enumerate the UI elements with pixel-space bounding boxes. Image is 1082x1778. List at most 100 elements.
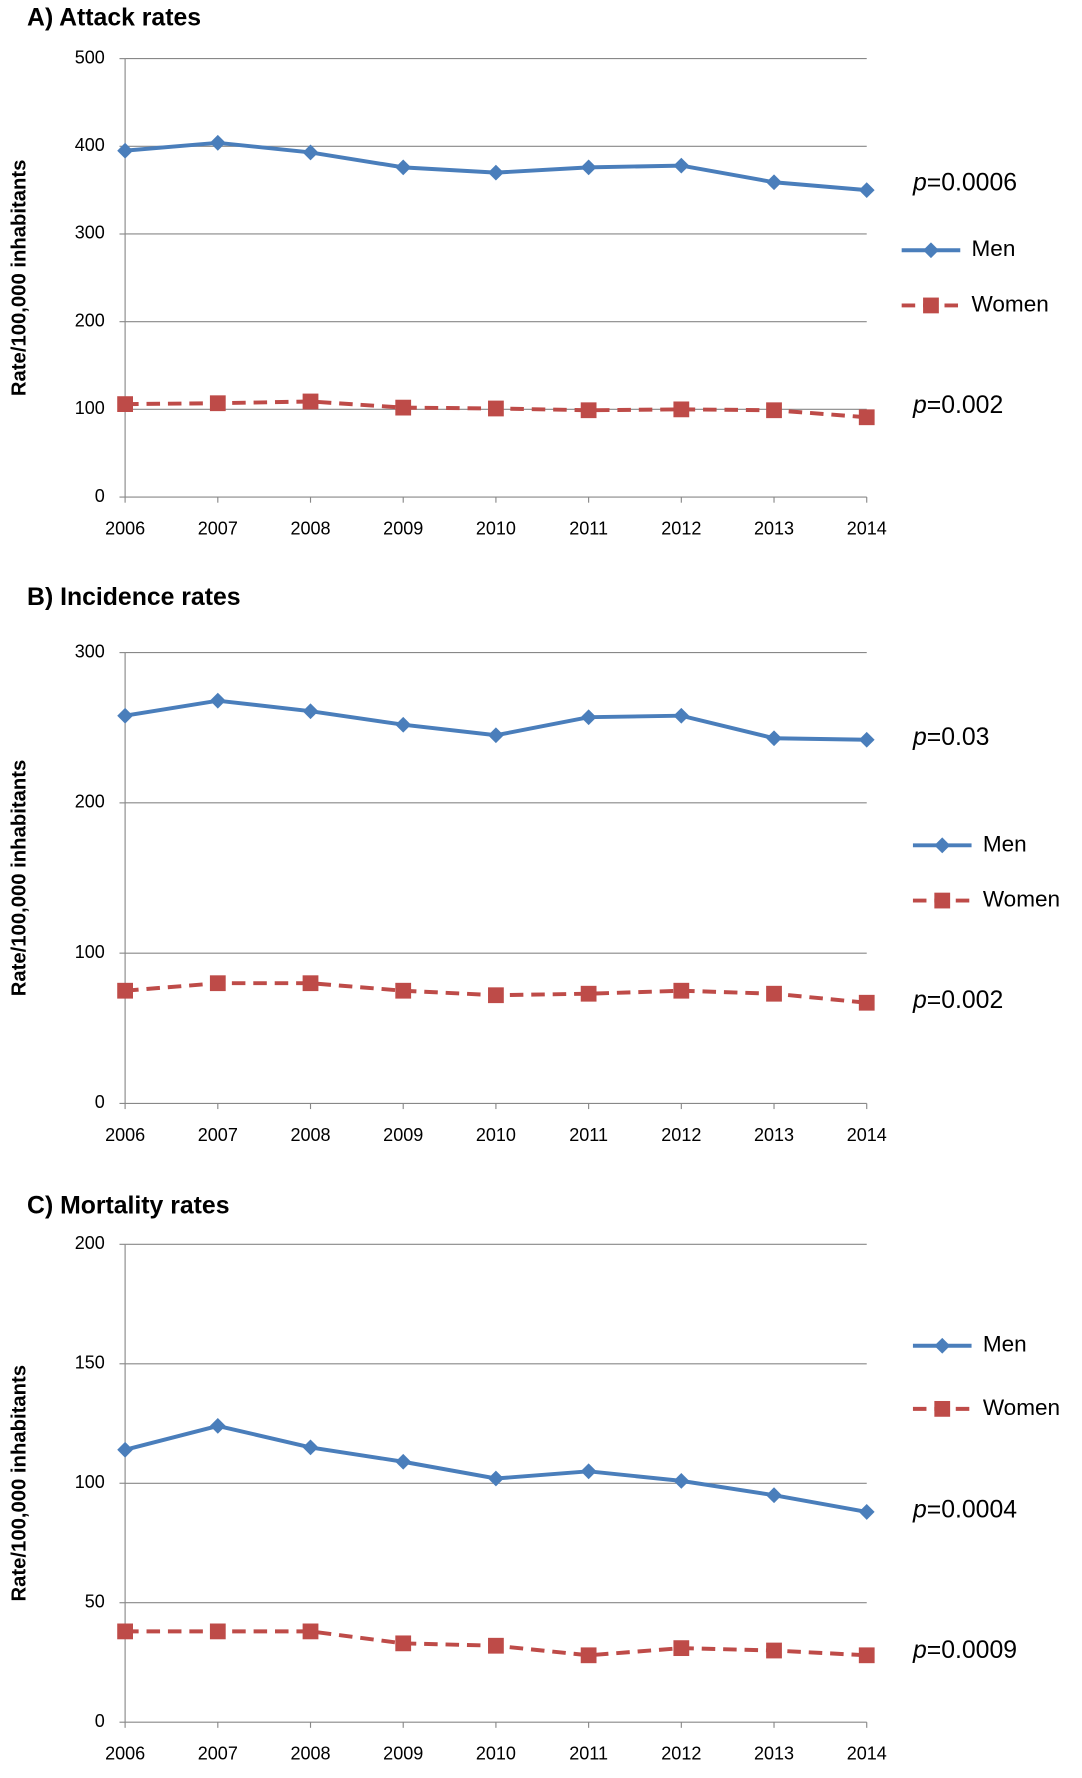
x-tick-label: 2010	[476, 519, 516, 539]
data-point	[488, 1470, 504, 1487]
y-tick-label: 200	[75, 792, 105, 812]
legend-marker	[934, 1400, 951, 1417]
panel-title: B) Incidence rates	[27, 584, 240, 611]
x-tick-label: 2011	[569, 1744, 608, 1764]
data-point	[209, 395, 226, 412]
y-axis-label: Rate/100,000 inhabitants	[9, 1365, 31, 1602]
legend-label: Women	[983, 887, 1060, 912]
legend-marker	[934, 1337, 951, 1354]
data-point	[395, 399, 412, 416]
data-point	[766, 730, 782, 747]
data-point	[766, 402, 782, 419]
p-value-annotation: p=0.03	[912, 724, 990, 751]
p-symbol: p	[912, 169, 927, 196]
x-tick-label: 2007	[198, 1744, 238, 1764]
data-point	[673, 982, 690, 999]
data-point	[580, 709, 597, 726]
x-tick-label: 2010	[476, 1744, 516, 1764]
x-tick-label: 2007	[198, 1125, 238, 1145]
y-tick-label: 150	[75, 1353, 105, 1373]
x-tick-label: 2011	[569, 519, 608, 539]
data-point	[395, 982, 412, 999]
x-tick-label: 2013	[754, 519, 794, 539]
y-tick-label: 0	[95, 1092, 105, 1112]
y-tick-label: 400	[75, 135, 105, 155]
x-tick-label: 2006	[105, 1744, 145, 1764]
p-symbol: p	[912, 1637, 927, 1664]
data-point	[673, 1472, 690, 1489]
data-point	[858, 182, 875, 199]
y-tick-label: 50	[85, 1591, 105, 1611]
data-point	[117, 982, 133, 999]
data-point	[858, 1647, 875, 1664]
p-symbol: p	[912, 1496, 927, 1523]
x-tick-label: 2014	[847, 1125, 887, 1145]
data-point	[117, 1441, 133, 1458]
y-tick-label: 200	[75, 1233, 105, 1253]
p-symbol: p	[912, 391, 927, 418]
data-point	[673, 157, 690, 174]
p-value: =0.0004	[927, 1496, 1017, 1523]
data-point	[858, 731, 875, 748]
data-point	[117, 1623, 133, 1640]
data-point	[580, 985, 597, 1002]
x-tick-label: 2006	[105, 519, 145, 539]
legend-label: Men	[983, 831, 1027, 856]
x-tick-label: 2009	[383, 519, 423, 539]
x-tick-label: 2014	[847, 519, 887, 539]
data-point	[209, 134, 226, 151]
data-point	[488, 987, 504, 1004]
y-tick-label: 100	[75, 398, 105, 418]
data-point	[117, 142, 133, 159]
y-tick-label: 500	[75, 47, 105, 67]
data-point	[488, 1637, 504, 1654]
data-point	[580, 1463, 597, 1480]
data-point	[673, 707, 690, 724]
x-tick-label: 2012	[661, 1744, 701, 1764]
p-symbol: p	[912, 986, 927, 1013]
x-tick-label: 2008	[290, 1744, 330, 1764]
legend-marker	[934, 837, 951, 854]
data-point	[766, 985, 782, 1002]
p-value: =0.03	[927, 724, 990, 751]
y-tick-label: 300	[75, 641, 105, 661]
x-tick-label: 2012	[661, 519, 701, 539]
data-point	[302, 1623, 319, 1640]
p-value-annotation: p=0.0009	[912, 1637, 1017, 1664]
p-value: =0.0009	[927, 1637, 1017, 1664]
p-value-annotation: p=0.0006	[912, 169, 1017, 196]
legend-marker	[934, 892, 951, 909]
x-tick-label: 2010	[476, 1125, 516, 1145]
data-point	[209, 1418, 226, 1434]
p-value: =0.002	[927, 391, 1004, 418]
data-point	[673, 401, 690, 418]
x-tick-label: 2014	[847, 1744, 887, 1764]
y-tick-label: 200	[75, 310, 105, 330]
data-point	[488, 400, 504, 417]
x-tick-label: 2008	[290, 1125, 330, 1145]
p-value-annotation: p=0.0004	[912, 1496, 1017, 1523]
series-line	[124, 1423, 868, 1514]
data-point	[580, 402, 597, 419]
data-point	[395, 1453, 412, 1470]
data-point	[302, 393, 319, 410]
data-point	[766, 1642, 782, 1659]
data-point	[395, 159, 412, 176]
panel-title: A) Attack rates	[27, 5, 201, 32]
x-tick-label: 2013	[754, 1744, 794, 1764]
x-tick-label: 2007	[198, 519, 238, 539]
data-point	[580, 159, 597, 176]
data-point	[580, 1647, 597, 1664]
legend-label: Women	[983, 1395, 1060, 1420]
data-point	[302, 144, 319, 161]
y-axis-label: Rate/100,000 inhabitants	[9, 760, 31, 997]
x-tick-label: 2008	[290, 519, 330, 539]
data-point	[766, 1487, 782, 1504]
data-point	[395, 716, 412, 733]
data-point	[766, 174, 782, 191]
data-point	[209, 1623, 226, 1640]
data-point	[302, 975, 319, 992]
y-tick-label: 0	[95, 1711, 105, 1731]
p-value-annotation: p=0.002	[912, 391, 1003, 418]
